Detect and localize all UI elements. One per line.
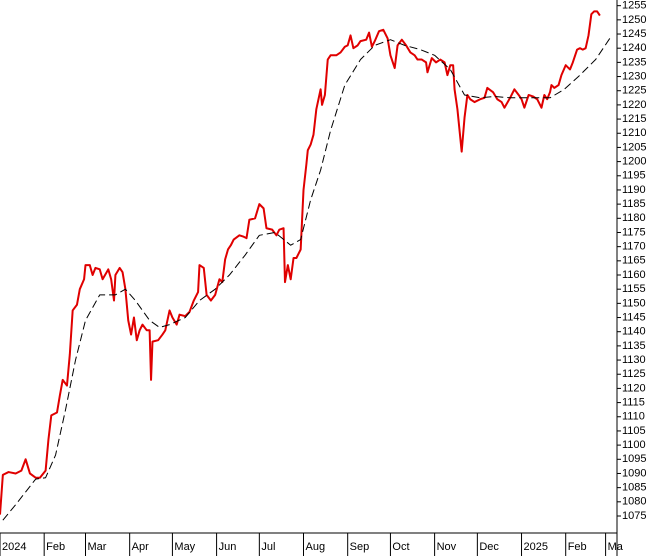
x-tick-label: Jun <box>219 541 237 553</box>
x-tick-label: Mar <box>87 541 106 553</box>
x-tick-label: Nov <box>437 541 457 553</box>
x-tick-label: Apr <box>132 541 149 553</box>
y-tick-label: 1120 <box>622 382 646 394</box>
x-tick-label: Feb <box>568 541 587 553</box>
y-tick-label: 1190 <box>622 184 646 196</box>
y-tick-label: 1220 <box>622 99 646 111</box>
x-tick-label: Oct <box>392 541 409 553</box>
y-tick-label: 1170 <box>622 241 646 253</box>
y-tick-label: 1085 <box>622 482 646 494</box>
y-tick-label: 1210 <box>622 127 646 139</box>
y-tick-label: 1235 <box>622 56 646 68</box>
y-tick-label: 1110 <box>622 411 645 423</box>
y-tick-label: 1150 <box>622 297 646 309</box>
y-tick-label: 1165 <box>622 255 646 267</box>
average-line <box>2 37 611 521</box>
y-tick-label: 1105 <box>622 425 646 437</box>
x-tick-label: Dec <box>479 541 499 553</box>
y-tick-label: 1100 <box>622 439 646 451</box>
y-tick-label: 1115 <box>622 396 645 408</box>
x-tick-label: Feb <box>46 541 65 553</box>
y-tick-label: 1180 <box>622 212 646 224</box>
y-tick-label: 1135 <box>622 340 646 352</box>
price-line <box>0 10 601 515</box>
y-tick-label: 1175 <box>622 226 646 238</box>
y-tick-label: 1095 <box>622 453 646 465</box>
y-tick-label: 1225 <box>622 85 646 97</box>
y-tick-label: 1240 <box>622 42 646 54</box>
x-tick-label: Aug <box>306 541 326 553</box>
y-tick-label: 1140 <box>622 326 646 338</box>
y-tick-label: 1160 <box>622 269 646 281</box>
y-tick-label: 1080 <box>622 496 646 508</box>
y-tick-label: 1155 <box>622 283 646 295</box>
y-tick-label: 1250 <box>622 14 646 26</box>
y-tick-label: 1200 <box>622 156 646 168</box>
x-tick-label: Sep <box>350 541 370 553</box>
y-tick-label: 1185 <box>622 198 646 210</box>
x-tick-label: Jul <box>261 541 275 553</box>
y-tick-label: 1090 <box>622 467 646 479</box>
y-tick-label: 1245 <box>622 28 646 40</box>
y-tick-label: 1215 <box>622 113 646 125</box>
y-tick-label: 1125 <box>622 368 646 380</box>
x-tick-label: 2025 <box>524 541 548 553</box>
y-tick-label: 1230 <box>622 70 646 82</box>
y-tick-label: 1205 <box>622 141 646 153</box>
y-tick-label: 1130 <box>622 354 646 366</box>
x-tick-label: Ma <box>608 541 624 553</box>
x-tick-label: May <box>174 541 195 553</box>
x-tick-label: 2024 <box>2 541 26 553</box>
y-tick-label: 1075 <box>622 510 646 522</box>
y-tick-label: 1195 <box>622 170 646 182</box>
y-tick-label: 1255 <box>622 0 646 12</box>
y-tick-label: 1145 <box>622 311 646 323</box>
